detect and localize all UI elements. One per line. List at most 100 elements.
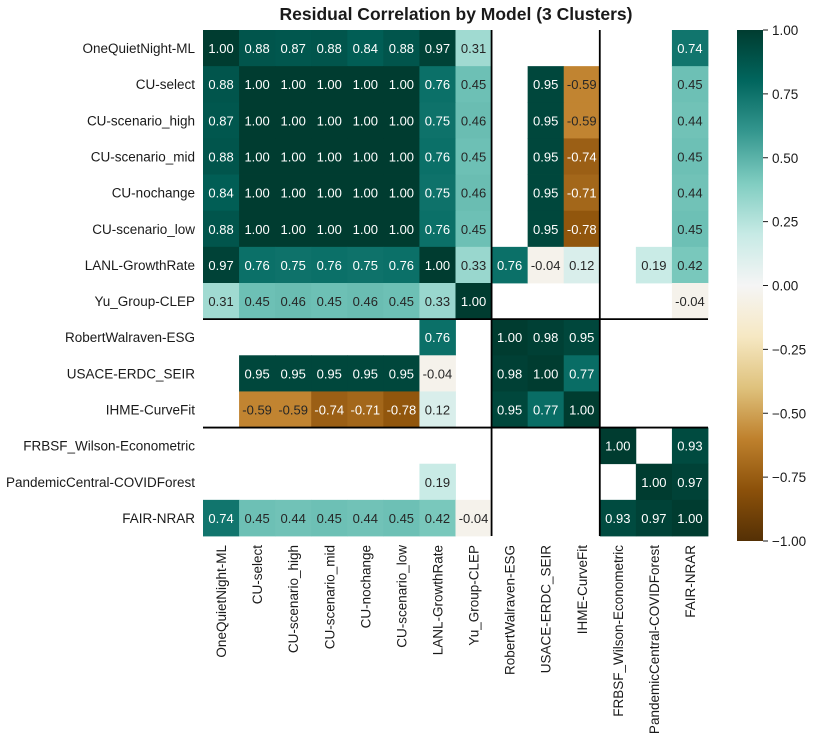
heatmap-cell — [311, 391, 348, 428]
row-label: CU-select — [136, 77, 196, 92]
heatmap-cell — [311, 499, 348, 537]
cell-value-label: 0.45 — [677, 222, 702, 237]
cell-value-label: 0.76 — [317, 258, 342, 273]
heatmap-cell — [455, 246, 492, 284]
heatmap-cell — [455, 138, 492, 175]
cell-value-label: -0.04 — [531, 258, 561, 273]
cell-value-label: 0.42 — [425, 511, 450, 526]
heatmap-cell — [383, 138, 420, 175]
cell-value-label: -0.59 — [278, 403, 308, 418]
cell-value-label: 1.00 — [389, 222, 414, 237]
heatmap-cell — [635, 246, 673, 284]
heatmap-cell — [563, 174, 601, 212]
cell-value-label: 0.77 — [569, 366, 594, 381]
heatmap-cell — [203, 283, 240, 320]
heatmap-cell — [671, 102, 709, 139]
heatmap-cell — [239, 355, 276, 392]
cell-value-label: 0.88 — [244, 41, 269, 56]
heatmap-cell — [311, 102, 348, 139]
cell-value-label: -0.04 — [675, 294, 705, 309]
heatmap-cell — [275, 66, 312, 103]
cell-value-label: 0.45 — [317, 294, 342, 309]
cell-value-label: 0.76 — [425, 222, 450, 237]
heatmap-cell — [527, 246, 565, 284]
heatmap-cell — [563, 355, 601, 392]
heatmap-cell — [635, 499, 673, 537]
cell-value-label: 1.00 — [281, 186, 306, 201]
chart-title: Residual Correlation by Model (3 Cluster… — [279, 4, 633, 24]
cell-value-label: 0.87 — [281, 41, 306, 56]
cell-value-label: 0.31 — [208, 294, 233, 309]
heatmap-cell — [383, 66, 420, 103]
cell-value-label: 0.46 — [281, 294, 306, 309]
cell-value-label: 1.00 — [605, 439, 630, 454]
heatmap-cell — [203, 174, 240, 212]
heatmap-cell — [563, 319, 601, 356]
heatmap-cell — [347, 246, 384, 284]
heatmap-cell — [455, 30, 492, 67]
cell-value-labels: 1.00 0.88 0.87 0.88 0.84 0.88 0.97 0.31 0.74 0.88… — [208, 41, 704, 526]
heatmap-cell — [419, 355, 456, 392]
heatmap-cell — [491, 391, 529, 428]
heatmap-cell — [527, 138, 565, 175]
heatmap-cell — [671, 66, 709, 103]
heatmap-cell — [671, 463, 709, 501]
column-label: CU-select — [250, 545, 265, 605]
cell-value-label: -0.74 — [314, 403, 344, 418]
column-label: CU-scenario_mid — [322, 545, 337, 649]
heatmap-cell — [275, 174, 312, 212]
cell-value-label: 0.45 — [677, 150, 702, 165]
cell-value-label: 0.46 — [461, 113, 486, 128]
colorbar-gradient — [737, 30, 763, 541]
heatmap-cell — [527, 210, 565, 248]
heatmap-cell — [419, 138, 456, 175]
heatmap-cell — [347, 102, 384, 139]
heatmap-cell — [671, 283, 709, 320]
heatmap-cell — [671, 138, 709, 175]
column-label: PandemicCentral-COVIDForest — [647, 545, 662, 734]
cell-value-label: 0.45 — [389, 294, 414, 309]
cell-value-label: 1.00 — [353, 77, 378, 92]
cell-value-label: 0.44 — [281, 511, 306, 526]
heatmap-cell — [419, 283, 456, 320]
cell-value-label: 0.95 — [569, 330, 594, 345]
cell-value-label: 1.00 — [533, 366, 558, 381]
heatmap-cell — [455, 283, 492, 320]
heatmap-cell — [347, 283, 384, 320]
cell-value-label: -0.71 — [567, 186, 597, 201]
heatmap-cell — [239, 246, 276, 284]
row-label: FRBSF_Wilson-Econometric — [23, 439, 195, 454]
heatmap-cell — [527, 66, 565, 103]
heatmap-cell — [239, 138, 276, 175]
heatmap-cell — [275, 283, 312, 320]
cell-value-label: 0.76 — [244, 258, 269, 273]
cell-value-label: 0.45 — [317, 511, 342, 526]
heatmap-cell — [671, 246, 709, 284]
heatmap-cell — [275, 210, 312, 248]
colorbar-tick-label: −0.75 — [772, 470, 806, 485]
cell-value-label: 0.33 — [461, 258, 486, 273]
cell-value-label: 0.75 — [353, 258, 378, 273]
heatmap-cell — [527, 319, 565, 356]
cell-value-label: 1.00 — [389, 113, 414, 128]
cell-value-label: -0.59 — [567, 113, 597, 128]
cell-value-label: 1.00 — [389, 77, 414, 92]
row-label: IHME-CurveFit — [106, 403, 196, 418]
heatmap-cell — [563, 246, 601, 284]
cell-value-label: 0.95 — [353, 366, 378, 381]
heatmap-cell — [455, 210, 492, 248]
cell-value-label: -0.04 — [459, 511, 489, 526]
heatmap-cell — [203, 499, 240, 537]
heatmap-cell — [419, 210, 456, 248]
column-label: IHME-CurveFit — [575, 545, 590, 635]
cell-value-label: 0.19 — [425, 475, 450, 490]
cell-value-label: 1.00 — [641, 475, 666, 490]
cell-value-label: 0.87 — [208, 113, 233, 128]
cell-value-label: 0.12 — [569, 258, 594, 273]
cell-value-label: 0.84 — [353, 41, 378, 56]
cell-value-label: 0.98 — [497, 366, 522, 381]
cell-value-label: 1.00 — [244, 150, 269, 165]
cell-value-label: 0.12 — [425, 403, 450, 418]
heatmap-cell — [275, 138, 312, 175]
